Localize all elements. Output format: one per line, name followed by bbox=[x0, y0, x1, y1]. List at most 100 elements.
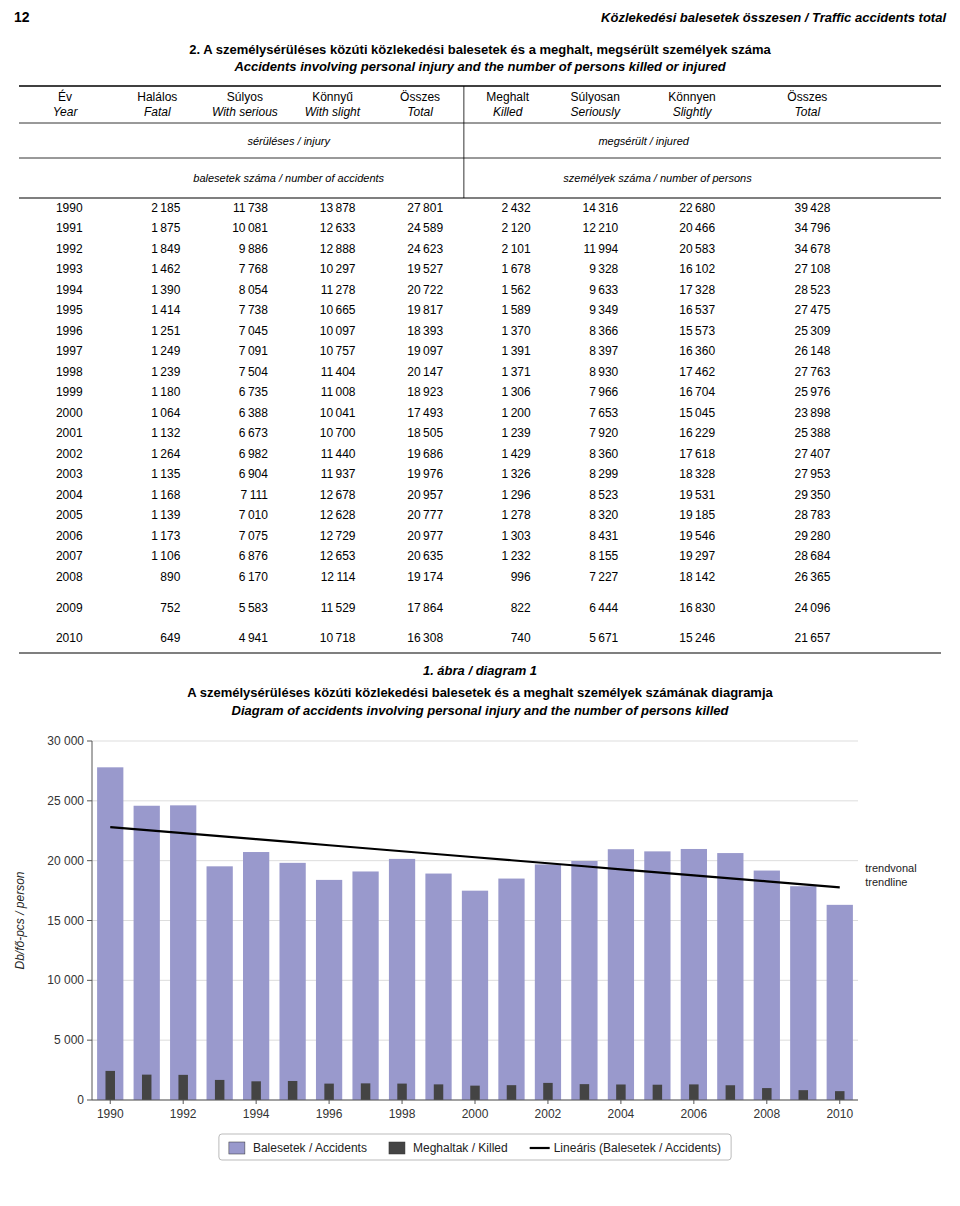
table-cell: 12 888 bbox=[320, 242, 356, 256]
table-cell: 4 941 bbox=[239, 631, 268, 645]
y-tick bbox=[87, 860, 92, 861]
y-tick-label: 25 000 bbox=[47, 794, 84, 808]
x-tick-label: 1994 bbox=[243, 1107, 270, 1121]
table-cell: 8 523 bbox=[589, 488, 618, 502]
table-cell: 8 431 bbox=[589, 529, 618, 543]
bar bbox=[279, 863, 305, 1100]
x-tick-label: 2006 bbox=[681, 1107, 708, 1121]
x-tick-label: 2000 bbox=[462, 1107, 489, 1121]
legend-frame bbox=[219, 1134, 731, 1160]
bar bbox=[97, 767, 123, 1100]
table-cell: 1 173 bbox=[151, 529, 180, 543]
table-cell: 12 678 bbox=[320, 488, 356, 502]
bar bbox=[462, 891, 488, 1100]
table-cell: 5 671 bbox=[589, 631, 618, 645]
table-cell: 7 091 bbox=[239, 344, 268, 358]
table-cell: 10 700 bbox=[320, 426, 356, 440]
table: ÉvYearHalálosFatalSúlyosWith seriousKönn… bbox=[19, 86, 941, 653]
table-cell: 27 953 bbox=[795, 467, 831, 481]
bar bbox=[243, 852, 269, 1100]
table-cell: 20 147 bbox=[407, 365, 443, 379]
bar bbox=[134, 806, 160, 1100]
table-cell: 822 bbox=[511, 601, 531, 615]
table-cell: 2 432 bbox=[502, 201, 531, 215]
table-header: Könnyen bbox=[668, 90, 715, 104]
table-cell: 27 475 bbox=[795, 303, 831, 317]
table-cell: 39 428 bbox=[795, 201, 831, 215]
table-cell: 10 665 bbox=[320, 303, 356, 317]
table-cell: 19 185 bbox=[679, 508, 715, 522]
bar bbox=[571, 861, 597, 1100]
table-cell: 22 680 bbox=[679, 201, 715, 215]
grid-line bbox=[92, 741, 858, 742]
table-cell: 1 849 bbox=[151, 242, 180, 256]
table-cell: 26 148 bbox=[795, 344, 831, 358]
table-cell: 9 349 bbox=[589, 303, 618, 317]
bar bbox=[726, 1085, 735, 1100]
table-cell: 24 623 bbox=[407, 242, 443, 256]
table-cell: 19 097 bbox=[407, 344, 443, 358]
table-cell: 1994 bbox=[56, 283, 83, 297]
table-cell: 10 757 bbox=[320, 344, 356, 358]
table-cell: 12 628 bbox=[320, 508, 356, 522]
table-header: Meghalt bbox=[486, 90, 529, 104]
table-header: Súlyosan bbox=[571, 90, 620, 104]
table-cell: 2002 bbox=[56, 447, 83, 461]
table-cell: 2000 bbox=[56, 406, 83, 420]
table-rule bbox=[19, 85, 941, 87]
table-cell: 8 320 bbox=[589, 508, 618, 522]
table-rule bbox=[19, 652, 941, 653]
bar bbox=[498, 879, 524, 1100]
y-tick-label: 20 000 bbox=[47, 854, 84, 868]
table-cell: 15 573 bbox=[679, 324, 715, 338]
bar bbox=[215, 1080, 224, 1100]
table-cell: 18 505 bbox=[407, 426, 443, 440]
table-cell: 12 729 bbox=[320, 529, 356, 543]
table-cell: 7 966 bbox=[589, 385, 618, 399]
table-cell: 1 264 bbox=[151, 447, 180, 461]
table-cell: 6 388 bbox=[239, 406, 268, 420]
table-cell: 10 718 bbox=[320, 631, 356, 645]
table-cell: 12 653 bbox=[320, 549, 356, 563]
table-cell: 24 589 bbox=[407, 221, 443, 235]
x-tick-label: 2002 bbox=[535, 1107, 562, 1121]
table-cell: 21 657 bbox=[795, 631, 831, 645]
bar bbox=[251, 1081, 260, 1100]
table-cell: 1 278 bbox=[502, 508, 531, 522]
table-cell: 19 976 bbox=[407, 467, 443, 481]
table-cell: 996 bbox=[511, 570, 531, 584]
table-cell: 25 388 bbox=[795, 426, 831, 440]
table-cell: 1 414 bbox=[151, 303, 180, 317]
table-cell: 15 246 bbox=[679, 631, 715, 645]
bar bbox=[616, 1084, 625, 1100]
bar bbox=[316, 880, 342, 1100]
table-cell: 19 817 bbox=[407, 303, 443, 317]
table-cell: 1 429 bbox=[502, 447, 531, 461]
bar bbox=[425, 874, 451, 1100]
bar bbox=[762, 1088, 771, 1100]
table-cell: 11 937 bbox=[321, 467, 356, 481]
table-cell: 7 768 bbox=[239, 262, 268, 276]
table-cell: 1 371 bbox=[502, 365, 531, 379]
bar bbox=[389, 859, 415, 1100]
table-header: With serious bbox=[212, 105, 278, 119]
table-cell: 2 185 bbox=[151, 201, 180, 215]
x-tick bbox=[329, 1100, 330, 1104]
table-cell: 17 493 bbox=[407, 406, 443, 420]
table-cell: 1 168 bbox=[151, 488, 180, 502]
bar bbox=[207, 866, 233, 1100]
table-cell: 8 360 bbox=[589, 447, 618, 461]
table-cell: 1 391 bbox=[502, 344, 531, 358]
y-tick bbox=[87, 800, 92, 801]
table-cell: 2008 bbox=[56, 570, 83, 584]
table-subheader: balesetek száma / number of accidents bbox=[193, 172, 384, 184]
table-cell: 1 589 bbox=[502, 303, 531, 317]
x-tick bbox=[620, 1100, 621, 1104]
x-tick-label: 2004 bbox=[608, 1107, 635, 1121]
table-cell: 16 229 bbox=[679, 426, 715, 440]
table-cell: 8 155 bbox=[589, 549, 618, 563]
bar bbox=[507, 1085, 516, 1100]
table-header: Összes bbox=[787, 90, 827, 104]
table-cell: 1 106 bbox=[151, 549, 180, 563]
table-cell: 25 309 bbox=[795, 324, 831, 338]
